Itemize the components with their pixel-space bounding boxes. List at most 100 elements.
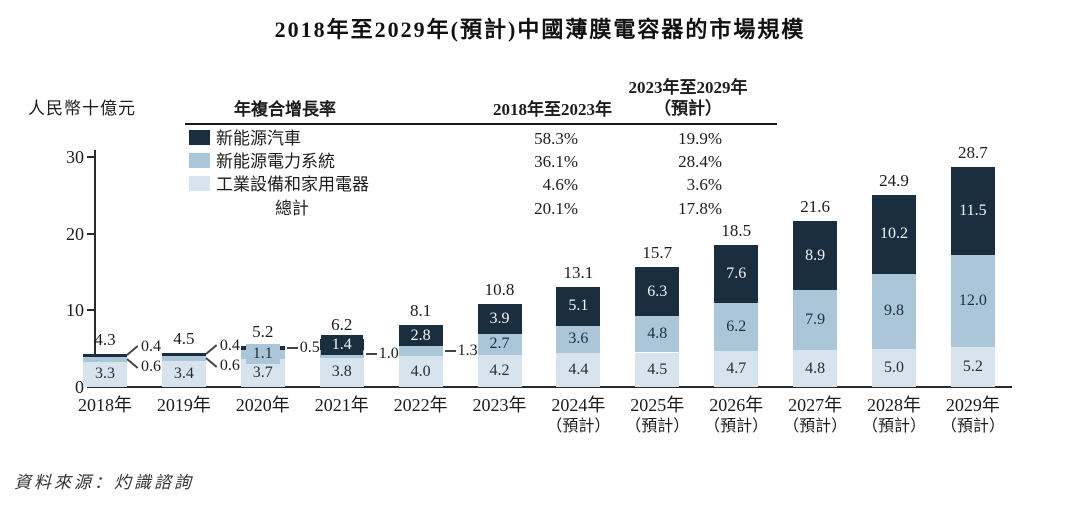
bar-segment-industrial bbox=[161, 360, 206, 387]
bar-segment-industrial bbox=[872, 348, 916, 387]
bar-segment-nev bbox=[793, 221, 838, 290]
bar-segment-nev bbox=[556, 286, 601, 326]
bar-segment-power bbox=[477, 334, 522, 355]
x-axis-sublabel: （預計） bbox=[625, 418, 690, 435]
bar-segment-nev bbox=[398, 324, 443, 347]
bar-label-industrial: 3.4 bbox=[173, 364, 194, 382]
bar-total-label: 15.7 bbox=[642, 243, 673, 263]
bar-segment-power bbox=[398, 346, 443, 357]
bar-label-industrial: 4.8 bbox=[805, 359, 826, 377]
bar-total-label: 4.5 bbox=[173, 329, 195, 349]
bar-segment-nev bbox=[635, 267, 680, 316]
cagr-header-rule bbox=[185, 123, 777, 125]
y-axis-tick-label: 20 bbox=[66, 223, 84, 244]
x-axis-label: 2028年 bbox=[867, 395, 921, 415]
y-axis-tick-label: 10 bbox=[66, 300, 84, 321]
bar-segment-industrial bbox=[556, 353, 601, 387]
cagr-value-2018-2023: 4.6% bbox=[542, 175, 578, 195]
bar-label-industrial: 5.0 bbox=[884, 358, 904, 376]
bar-segment-nev bbox=[872, 195, 916, 274]
bar-label-power: 7.9 bbox=[805, 310, 826, 328]
callout-line-power bbox=[444, 350, 456, 353]
x-axis-label: 2019年 bbox=[156, 395, 211, 415]
cagr-header-2018-2023: 2018年至2023年 bbox=[493, 100, 612, 119]
x-axis-sublabel: （預計） bbox=[861, 418, 926, 435]
bar-label-nev: 11.5 bbox=[959, 202, 987, 220]
bar-segment-power bbox=[950, 255, 995, 348]
x-axis-label: 2029年 bbox=[945, 395, 1000, 415]
cagr-header-2023-2029-line2: （預計） bbox=[654, 99, 722, 118]
callout-label-power: 0.6 bbox=[219, 357, 240, 375]
bar-total-label: 18.5 bbox=[721, 221, 752, 241]
bar-label-industrial: 4.0 bbox=[410, 362, 431, 380]
x-axis-sublabel: （預計） bbox=[940, 418, 1005, 435]
cagr-value-2018-2023: 20.1% bbox=[534, 198, 578, 218]
callout-line-power bbox=[365, 353, 377, 356]
legend-label: 新能源汽車 bbox=[216, 129, 301, 148]
bar-segment-nev bbox=[161, 353, 206, 357]
cagr-value-2023-2029: 17.8% bbox=[678, 198, 722, 218]
x-axis-label: 2021年 bbox=[314, 395, 369, 415]
x-axis-label: 2026年 bbox=[709, 395, 764, 415]
bar-label-nev: 2.8 bbox=[410, 326, 431, 344]
cagr-header-2023-2029-line1: 2023年至2029年 bbox=[628, 78, 748, 97]
bar-segment-industrial bbox=[398, 356, 443, 387]
x-axis-label: 2022年 bbox=[393, 395, 448, 415]
callout-line-nev bbox=[286, 347, 298, 350]
chart-title: 2018年至2029年(預計)中國薄膜電容器的市場規模 bbox=[274, 17, 806, 42]
y-axis-tick bbox=[87, 309, 95, 312]
bar-segment-nev bbox=[477, 304, 522, 335]
bar-total-label: 10.8 bbox=[484, 280, 515, 300]
bar-label-industrial: 4.2 bbox=[489, 361, 510, 379]
legend-swatch bbox=[189, 130, 210, 145]
y-axis-tick-label: 30 bbox=[66, 147, 84, 167]
bar-label-nev: 3.9 bbox=[489, 310, 510, 328]
bar-label-industrial: 3.7 bbox=[252, 363, 273, 381]
y-axis-tick bbox=[87, 156, 95, 158]
callout-label-nev: 0.4 bbox=[219, 337, 240, 355]
y-axis-tick bbox=[87, 232, 95, 235]
bar-segment-power bbox=[872, 273, 916, 349]
cagr-value-2023-2029: 3.6% bbox=[686, 175, 722, 195]
x-axis-line bbox=[94, 386, 1012, 388]
callout-label-nev: 0.4 bbox=[141, 338, 161, 356]
legend-swatch bbox=[189, 176, 210, 192]
bar-segment-nev bbox=[950, 166, 995, 256]
bar-label-industrial: 3.8 bbox=[331, 363, 352, 381]
bar-label-industrial: 3.3 bbox=[95, 365, 115, 383]
bar-segment-power bbox=[793, 289, 838, 351]
bar-segment-power bbox=[83, 357, 127, 362]
callout-label-power: 0.6 bbox=[141, 358, 161, 376]
cagr-header-growth: 年複合增長率 bbox=[234, 100, 336, 119]
bar-total-label: 4.3 bbox=[94, 330, 116, 350]
bar-total-label: 24.9 bbox=[879, 171, 909, 191]
x-axis-sublabel: （預計） bbox=[704, 418, 769, 435]
bar-segment-industrial bbox=[635, 352, 680, 387]
bar-segment-power bbox=[161, 356, 206, 361]
y-axis-unit-label: 人民幣十億元 bbox=[28, 99, 136, 118]
bar-label-industrial: 5.2 bbox=[962, 358, 983, 376]
y-axis-tick-label: 0 bbox=[75, 377, 84, 397]
bar-segment-industrial bbox=[477, 354, 522, 387]
bar-total-label: 21.6 bbox=[800, 197, 830, 217]
cagr-value-2023-2029: 28.4% bbox=[678, 152, 722, 172]
x-axis-label: 2027年 bbox=[788, 395, 843, 415]
x-axis-label: 2018年 bbox=[78, 395, 132, 415]
x-axis-label: 2024年 bbox=[551, 395, 606, 415]
bar-segment-nev bbox=[83, 354, 127, 358]
callout-label-power: 1.3 bbox=[457, 342, 478, 360]
bar-segment-power bbox=[635, 315, 680, 353]
legend-swatch bbox=[189, 153, 210, 169]
bar-label-power: 1.1 bbox=[245, 344, 280, 365]
bar-segment-nev bbox=[714, 245, 759, 304]
bar-segment-power bbox=[556, 325, 601, 354]
bar-total-label: 8.1 bbox=[409, 300, 432, 320]
bar-segment-industrial bbox=[950, 347, 995, 387]
bar-label-power: 3.6 bbox=[568, 330, 589, 348]
callout-label-power: 1.0 bbox=[378, 345, 399, 363]
bar-label-power: 2.7 bbox=[489, 335, 510, 353]
x-axis-label: 2025年 bbox=[630, 395, 685, 415]
bar-label-nev: 7.6 bbox=[726, 265, 747, 283]
cagr-value-2018-2023: 58.3% bbox=[534, 129, 578, 148]
